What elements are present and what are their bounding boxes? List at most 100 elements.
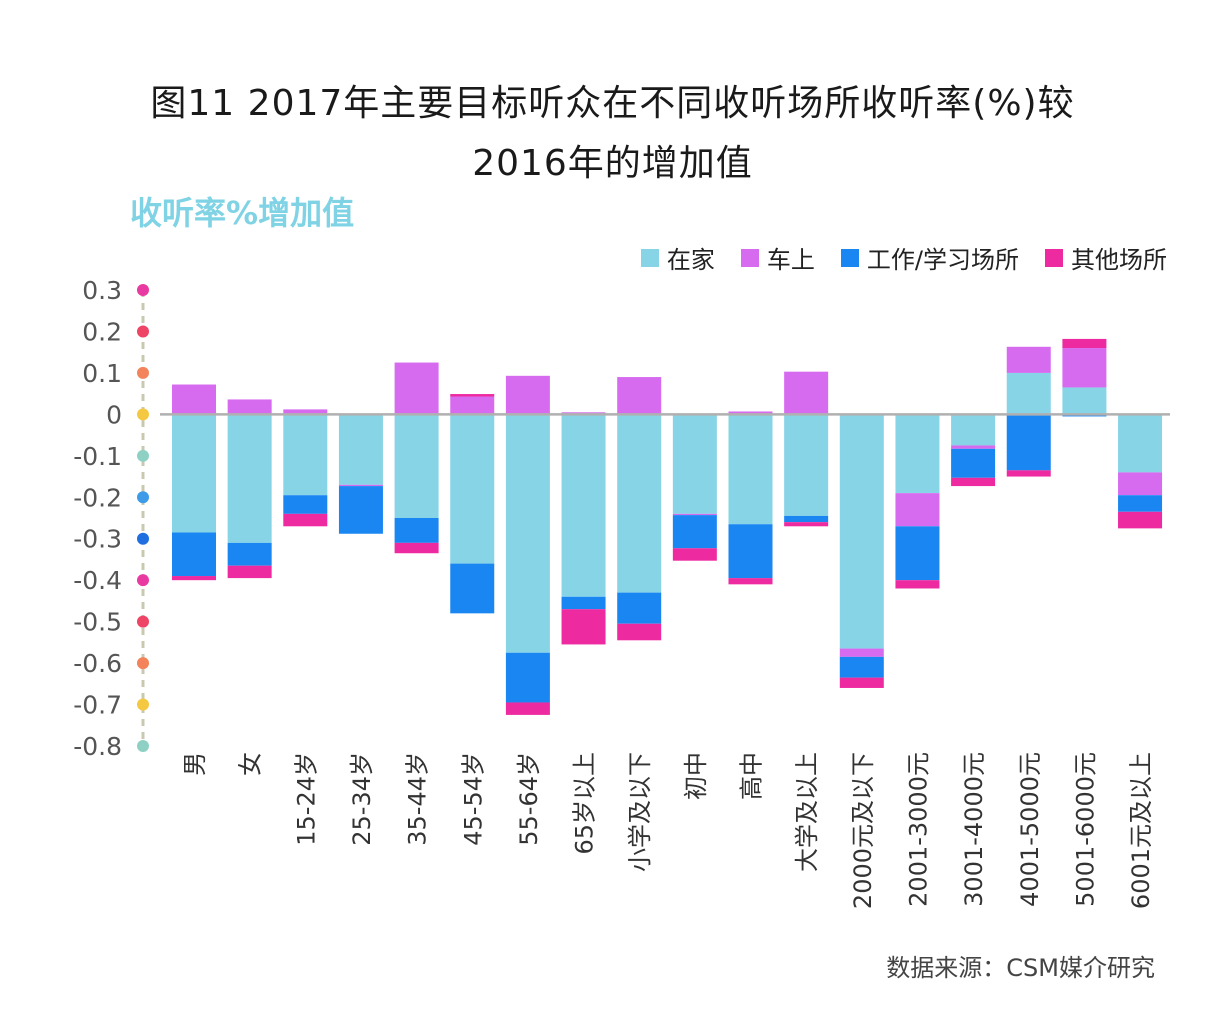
legend-item-car: 车上 (740, 240, 815, 275)
source-note: 数据来源：CSM媒介研究 (886, 954, 1155, 982)
bar-segment-1 (617, 414, 662, 593)
bar-segment-2 (1062, 348, 1107, 388)
bar-segment-4 (951, 477, 996, 487)
bar-segment-2 (505, 375, 550, 415)
x-tick-label: 初中 (682, 752, 710, 800)
bar-segment-4 (561, 609, 606, 645)
y-tick-label: 0.2 (82, 317, 122, 346)
x-tick-label: 小学及以下 (626, 752, 654, 872)
bar-segment-4 (1006, 470, 1051, 477)
y-tick-label: 0.3 (82, 276, 122, 305)
y-tick-dot (137, 449, 149, 462)
bar-segment-1 (227, 414, 272, 543)
bar-segment-4 (839, 677, 884, 688)
bar-segment-3 (1118, 495, 1163, 512)
bar-segment-1 (728, 414, 773, 525)
y-axis-label: 收听率%增加值 (130, 194, 355, 232)
legend-label-other: 其他场所 (1071, 246, 1167, 274)
bar-segment-3 (561, 596, 606, 610)
y-tick-dot (137, 408, 149, 421)
x-tick-label: 6001元及以上 (1127, 752, 1155, 909)
x-tick-label: 4001-5000元 (1016, 752, 1044, 907)
chart-title-line2: 2016年的增加值 (472, 143, 753, 184)
bar-segment-2 (728, 411, 773, 415)
bar-segment-2 (283, 409, 328, 415)
x-tick-label: 5001-6000元 (1071, 752, 1099, 907)
bar-segment-1 (784, 414, 829, 516)
bar-segment-1 (1118, 414, 1163, 473)
y-tick-label: -0.7 (73, 691, 122, 720)
bar-segment-1 (1062, 387, 1107, 415)
y-tick-dot (137, 740, 149, 752)
x-tick-label: 45-54岁 (459, 752, 487, 846)
y-tick-label: -0.3 (73, 525, 122, 554)
y-tick-dot (137, 698, 149, 711)
bar-segment-2 (672, 513, 717, 516)
y-tick-dot (137, 366, 149, 379)
bar-segment-3 (672, 515, 717, 549)
x-tick-label: 3001-4000元 (960, 752, 988, 907)
bar-segment-2 (394, 362, 439, 415)
y-tick-label: -0.4 (73, 566, 122, 595)
legend: 在家 车上 工作/学习场所 其他场所 (640, 240, 1167, 275)
legend-label-home: 在家 (666, 246, 715, 274)
x-tick-label: 大学及以上 (793, 752, 821, 872)
y-tick-label: 0 (106, 400, 122, 429)
bar-segment-2 (172, 384, 216, 415)
y-tick-label: -0.2 (73, 483, 122, 512)
x-tick-label: 2001-3000元 (904, 752, 932, 907)
bar-segment-3 (784, 515, 829, 523)
bar-segment-1 (394, 414, 439, 518)
bar-segment-3 (172, 532, 216, 577)
x-tick-label: 15-24岁 (292, 752, 320, 846)
bar-segment-3 (283, 495, 328, 514)
bar-segment-2 (227, 399, 272, 415)
bar-segment-1 (172, 414, 216, 533)
bar-segment-2 (338, 484, 383, 487)
bar-segment-4 (283, 513, 328, 527)
bar-segment-2 (1006, 346, 1051, 373)
bar-segment-3 (338, 486, 383, 534)
bar-segment-3 (450, 563, 495, 614)
bar-segment-3 (951, 448, 996, 478)
bar-segment-4 (172, 576, 216, 581)
bar-segment-1 (951, 414, 996, 446)
x-tick-label: 男 (181, 752, 209, 776)
bar-segment-3 (394, 518, 439, 543)
legend-swatch-other (1045, 248, 1063, 267)
bar-segment-4 (1062, 338, 1107, 349)
bar-segment-4 (672, 548, 717, 561)
bar-segment-2 (1118, 472, 1163, 496)
legend-label-work: 工作/学习场所 (866, 246, 1019, 274)
bar-segment-2 (450, 396, 495, 415)
y-tick-dot (137, 532, 149, 545)
bar-segment-1 (505, 414, 550, 653)
bar-segment-4 (450, 394, 495, 397)
legend-label-car: 车上 (766, 246, 815, 274)
x-tick-label: 35-44岁 (404, 752, 432, 846)
legend-swatch-work (840, 248, 859, 267)
bar-segment-3 (1006, 414, 1051, 471)
x-tick-label: 高中 (738, 752, 766, 800)
bar-segment-2 (784, 371, 829, 415)
bar-segment-4 (617, 623, 662, 641)
bar-segment-1 (895, 414, 940, 494)
bar-segment-3 (839, 656, 884, 678)
x-tick-label: 女 (237, 752, 265, 776)
x-tick-label: 65岁以上 (571, 752, 599, 855)
y-tick-label: -0.1 (73, 442, 122, 471)
bar-segment-1 (283, 414, 328, 496)
y-tick-label: -0.6 (73, 649, 122, 678)
bar-segment-1 (1006, 372, 1051, 415)
y-tick-dot (137, 491, 149, 504)
legend-item-work: 工作/学习场所 (840, 240, 1019, 275)
bar-segment-2 (839, 648, 884, 657)
y-tick-label: 0.1 (82, 359, 122, 388)
bar-segment-1 (338, 414, 383, 485)
bar-segment-2 (895, 493, 940, 527)
bar-segment-3 (227, 542, 272, 566)
bar-segment-3 (505, 652, 550, 703)
y-tick-label: -0.8 (73, 732, 122, 761)
bar-segment-1 (450, 414, 495, 564)
bar-segment-4 (394, 542, 439, 554)
